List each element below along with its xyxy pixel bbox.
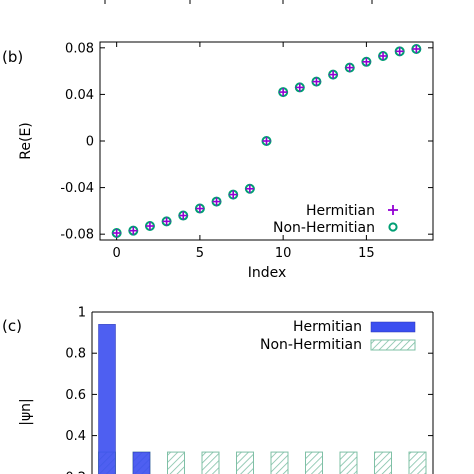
non-hermitian-bar [167,451,185,474]
legend-c-non-hermitian-swatch [370,339,416,351]
panel-c-y-axis-label: |ψn| [18,398,34,426]
panel-c-label: (c) [2,317,22,335]
hermitian-bar [98,324,116,474]
legend-c-hermitian-label: Hermitian [293,319,362,335]
hermitian-point [179,211,188,220]
panel-b-y-axis-label: Re(E) [18,122,34,159]
y-tick-label: 0.04 [65,88,94,103]
hermitian-point [362,57,371,66]
upper-panel-fragment [104,0,373,4]
hermitian-bar [132,451,151,474]
panel-b-x-ticks: 0 5 10 15 [113,42,375,261]
legend-non-hermitian-marker [388,222,398,232]
hermitian-point [295,83,304,92]
hermitian-point [329,70,338,79]
panel-c-bar-chart: (c) 0.2 0.4 0.6 0.8 1 |ψn| Hermitian Non-Her… [2,306,434,474]
legend-hermitian-label: Hermitian [306,203,375,219]
hermitian-point [262,137,271,145]
y-tick-label: 1 [78,306,86,321]
y-tick-label: 0.08 [65,41,94,56]
panel-b-legend: Hermitian Non-Hermitian [273,203,398,236]
hermitian-point [412,44,421,53]
hermitian-point [245,184,254,193]
panel-b-points [111,43,422,239]
legend-hermitian-marker [388,205,398,215]
hermitian-point [145,222,154,231]
hermitian-point [195,204,204,213]
hermitian-point [129,226,138,235]
panel-b-x-axis-label: Index [248,265,287,281]
non-hermitian-bar [408,451,427,474]
y-tick-label: 0 [86,135,94,150]
panel-c-bars [98,324,427,474]
hermitian-point [112,229,121,238]
y-tick-label: 0.2 [65,470,86,474]
hermitian-point [162,217,171,226]
legend-non-hermitian-label: Non-Hermitian [273,220,375,236]
hermitian-point [379,51,388,60]
non-hermitian-bar [339,451,358,474]
non-hermitian-bar [270,451,289,474]
legend-c-non-hermitian-label: Non-Hermitian [260,337,362,353]
hermitian-point [345,63,354,72]
non-hermitian-bar [236,451,254,474]
hermitian-point [312,77,321,86]
non-hermitian-bar [201,451,220,474]
panel-b-scatter-chart: (b) -0.08 -0.04 0 0.04 0.08 0 5 10 15 Index Re(… [2,41,434,281]
y-tick-label: -0.08 [60,228,94,243]
non-hermitian-bar [374,451,392,474]
hermitian-point [229,190,238,199]
hermitian-point [279,88,288,97]
y-tick-label: -0.04 [60,181,94,196]
panel-b-y-ticks: -0.08 -0.04 0 0.04 0.08 [60,41,433,243]
non-hermitian-bar [305,451,323,474]
y-tick-label: 0.6 [65,388,86,403]
x-tick-label: 0 [113,246,121,261]
y-tick-label: 0.4 [65,429,86,444]
x-tick-label: 5 [196,246,204,261]
hermitian-point [212,197,221,206]
legend-c-hermitian-swatch [370,321,416,333]
x-tick-label: 15 [358,246,375,261]
panel-b-label: (b) [2,48,23,66]
panel-c-legend: Hermitian Non-Hermitian [260,319,416,353]
y-tick-label: 0.8 [65,347,86,362]
x-tick-label: 10 [275,246,292,261]
hermitian-point [395,47,404,56]
